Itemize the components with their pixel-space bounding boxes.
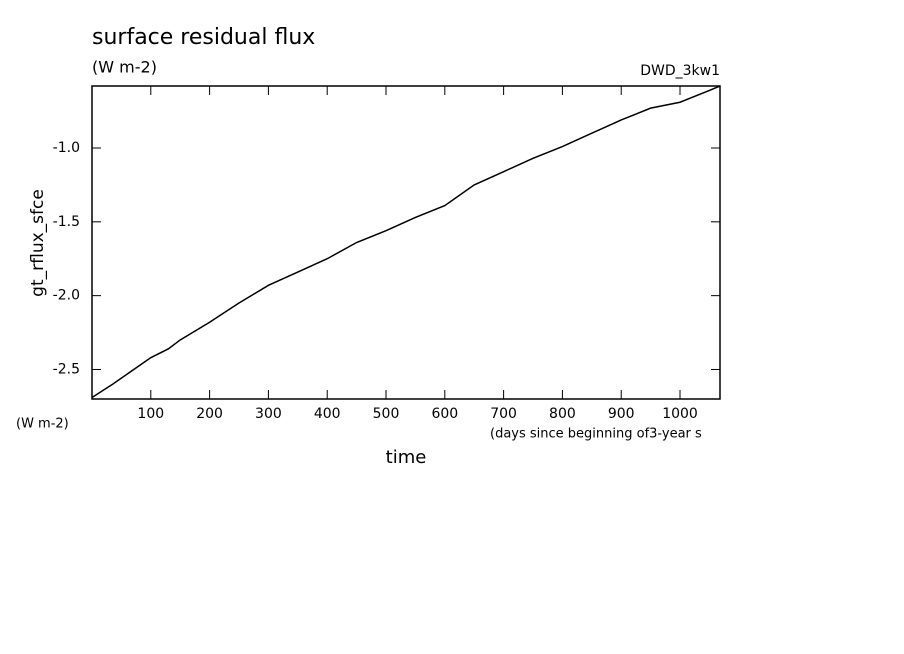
data-line (91, 85, 721, 399)
chart-title: surface residual flux (92, 25, 315, 50)
y-tick-label: -1.5 (53, 214, 80, 230)
y-axis-title: gt_rflux_sfce (28, 189, 48, 297)
y-units: (W m-2) (16, 417, 69, 432)
y-tick-label: -2.0 (53, 288, 80, 304)
x-tick-label: 400 (314, 406, 341, 422)
chart-subtitle: (W m-2) (92, 58, 157, 77)
x-tick-label: 500 (373, 406, 400, 422)
x-tick-label: 1000 (662, 406, 698, 422)
x-tick-label: 100 (137, 406, 164, 422)
x-axis-title: time (386, 447, 427, 468)
x-tick-label: 200 (196, 406, 223, 422)
x-units: (days since beginning of3-year s (490, 427, 702, 442)
x-tick-label: 900 (608, 406, 635, 422)
y-tick-label: -2.5 (53, 361, 80, 377)
dataset-label: DWD_3kw1 (640, 63, 720, 79)
x-tick-label: 600 (431, 406, 458, 422)
x-tick-label: 700 (490, 406, 517, 422)
x-tick-label: 300 (255, 406, 282, 422)
plot-frame (91, 85, 721, 400)
x-tick-label: 800 (549, 406, 576, 422)
y-tick-label: -1.0 (53, 140, 80, 156)
